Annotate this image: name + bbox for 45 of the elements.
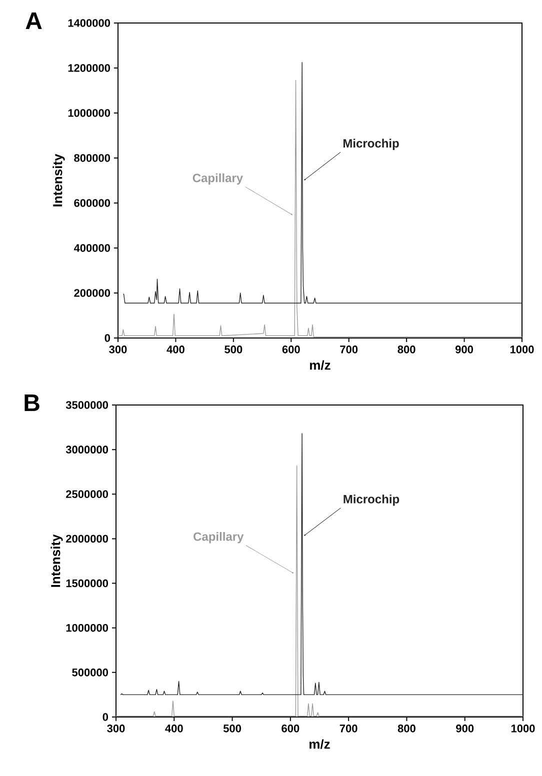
y-tick-label: 500000 [72,668,108,676]
x-tick-label: 700 [340,724,358,732]
x-tick-label: 1000 [511,724,535,732]
y-tick-label: 800000 [74,154,110,162]
y-tick-label: 3500000 [66,401,108,409]
y-tick-label: 2000000 [66,534,108,543]
x-tick-label: 800 [398,346,416,354]
x-tick-label: 700 [340,346,358,354]
x-tick-label: 900 [456,724,474,732]
x-tick-label: 300 [107,724,125,732]
y-tick-label: 600000 [74,199,110,207]
x-tick-label: 900 [455,346,473,354]
y-tick-label: 2500000 [66,490,108,498]
y-tick-label: 1400000 [68,19,110,27]
x-tick-label: 1000 [510,346,534,354]
y-tick-label: 1500000 [66,579,108,588]
text: Microchip [344,494,400,506]
line-series [122,62,522,304]
y-tick-label: 1200000 [68,64,110,72]
x-tick-label: 300 [109,346,127,354]
text: Capillary [194,532,244,544]
y-tick-label: 200000 [74,289,110,297]
x-axis-title: m/z [310,360,330,370]
y-axis-title: Intensity [52,154,65,206]
chart-title: A [26,12,42,30]
y-tick-label: 0 [104,334,110,342]
x-axis-title: m/z [310,739,330,749]
x-tick-label: 500 [223,724,241,732]
text: Capillary [192,173,243,185]
y-axis-title: Intensity [50,534,63,587]
y-tick-label: 0 [102,713,108,721]
y-tick-label: 1000000 [66,624,108,632]
y-tick-label: 1000000 [68,109,110,117]
y-tick-label: 400000 [74,244,110,252]
x-tick-label: 600 [282,724,300,732]
y-tick-label: 3000000 [66,446,108,454]
x-tick-label: 400 [166,346,184,354]
x-tick-label: 800 [398,724,416,732]
x-tick-label: 500 [224,346,242,354]
x-tick-label: 400 [165,724,183,732]
x-tick-label: 600 [282,346,300,354]
text: Microchip [343,138,399,150]
chart-title: B [24,394,40,412]
line-series [118,80,522,338]
line-series [116,465,524,716]
